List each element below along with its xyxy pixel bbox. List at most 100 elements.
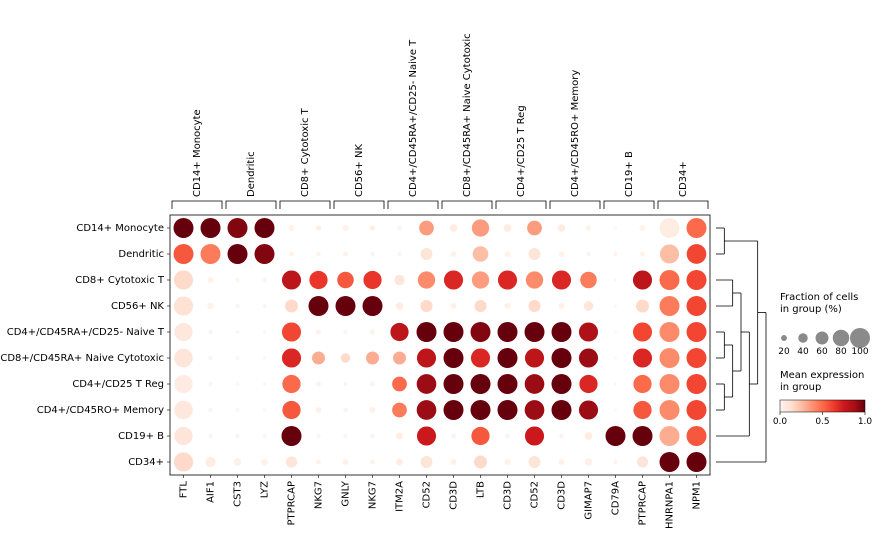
dot <box>392 377 407 392</box>
dot <box>660 348 680 368</box>
dot <box>687 400 707 420</box>
color-legend-title: in group <box>780 382 821 393</box>
col-gene-label: CD3D <box>503 481 514 510</box>
dotplot-svg: CD14+ Monocyte Dendritic CD8+ Cytotoxic T C… <box>0 0 881 537</box>
dot <box>505 459 511 465</box>
group-label: CD34+ <box>678 161 689 197</box>
color-legend-tick: 0.5 <box>815 417 829 427</box>
dot <box>498 348 518 368</box>
dot <box>370 225 375 230</box>
color-legend-bar <box>780 400 865 412</box>
dot <box>316 329 321 334</box>
col-gene-label: NPM1 <box>692 481 703 510</box>
dot <box>174 244 194 264</box>
dot <box>505 251 511 257</box>
dot <box>552 270 571 289</box>
dot <box>420 248 432 260</box>
dot <box>282 426 302 446</box>
dot <box>504 224 512 232</box>
dot <box>370 252 374 256</box>
dot <box>201 218 221 238</box>
dot <box>528 456 540 468</box>
dot <box>208 382 212 386</box>
dot <box>498 270 517 289</box>
dot <box>208 277 214 283</box>
dot <box>263 408 266 411</box>
dot <box>418 271 435 288</box>
dot <box>613 252 617 256</box>
dot <box>579 375 597 393</box>
dot <box>660 218 680 238</box>
dot <box>472 271 489 288</box>
col-gene-label: LTB <box>476 481 487 498</box>
dot <box>174 375 192 393</box>
dot <box>687 426 707 446</box>
group-label: CD19+ B <box>624 151 635 197</box>
dot <box>397 252 401 256</box>
dot <box>471 322 491 342</box>
dot <box>174 323 192 341</box>
col-gene-label: AIF1 <box>206 481 217 503</box>
size-legend-dot <box>816 332 829 345</box>
dot <box>472 219 489 236</box>
col-gene-label: CST3 <box>233 481 244 507</box>
dot <box>343 382 347 386</box>
dot <box>393 352 406 365</box>
dot <box>343 459 349 465</box>
dot <box>614 279 617 282</box>
dot <box>396 433 403 440</box>
group-label: CD4+/CD45RO+ Memory <box>570 70 581 197</box>
size-legend-tick: 60 <box>816 347 828 357</box>
dot <box>394 275 404 285</box>
dot <box>471 374 491 394</box>
dot <box>205 457 215 467</box>
group-bracket <box>604 201 654 209</box>
dot <box>208 356 213 361</box>
dot <box>633 401 651 419</box>
group-bracket <box>388 201 438 209</box>
dot <box>525 348 544 367</box>
col-gene-label: LYZ <box>260 481 271 498</box>
size-legend-tick: 40 <box>797 347 809 357</box>
row-label: CD19+ B <box>118 431 164 442</box>
dot <box>687 296 707 316</box>
dot <box>586 252 590 256</box>
dot <box>614 305 617 308</box>
dot <box>498 400 518 420</box>
dot <box>392 403 407 418</box>
dot <box>263 434 267 438</box>
col-gene-label: CD3D <box>449 481 460 510</box>
dot <box>660 322 680 342</box>
dot <box>528 300 540 312</box>
dot <box>633 426 653 446</box>
col-gene-label: CD52 <box>422 481 433 508</box>
group-bracket <box>550 201 600 209</box>
group-label: CD8+ Cytotoxic T <box>300 107 311 197</box>
dot <box>633 322 652 341</box>
dot <box>525 400 545 420</box>
dot <box>343 330 347 334</box>
dot <box>370 459 375 464</box>
dot <box>528 248 540 260</box>
row-label: CD4+/CD45RO+ Memory <box>37 405 164 416</box>
dot <box>235 434 239 438</box>
dot <box>526 271 543 288</box>
dot <box>263 304 267 308</box>
dot <box>174 427 192 445</box>
dot <box>370 407 376 413</box>
dot <box>228 244 248 264</box>
color-legend-tick: 0.0 <box>773 417 788 427</box>
dot <box>370 381 375 386</box>
dot <box>309 271 327 289</box>
dot <box>337 272 353 288</box>
group-label: CD14+ Monocyte <box>192 109 203 197</box>
dot <box>559 303 565 309</box>
row-label: CD8+ Cytotoxic T <box>75 275 165 286</box>
row-label: CD4+/CD45RA+/CD25- Naive T <box>7 327 165 338</box>
size-legend-title: Fraction of cells <box>780 292 858 303</box>
row-label: Dendritic <box>118 249 164 260</box>
dot <box>363 296 383 316</box>
dot <box>336 296 356 316</box>
dot <box>579 322 598 341</box>
dot <box>417 322 437 342</box>
